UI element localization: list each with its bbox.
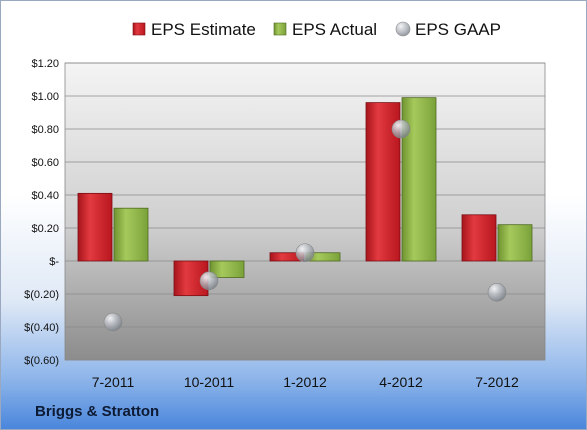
legend-eps-gaap-swatch (395, 21, 411, 37)
marker-eps-gaap (199, 271, 219, 291)
legend-eps-estimate-swatch (132, 22, 146, 36)
y-tick-label: $(0.60) (24, 355, 59, 367)
x-tick-label: 1-2012 (283, 374, 327, 390)
y-tick-label: $0.80 (31, 124, 59, 136)
legend-eps-actual-swatch (273, 22, 287, 36)
y-axis: $1.20 $1.00 $0.80 $0.60 $0.40 $0.20 $- $(0.20) $… (24, 58, 59, 367)
x-axis: 7-2011 10-2011 1-2012 4-2012 7-2012 (92, 374, 519, 390)
y-tick-label: $0.40 (31, 190, 59, 202)
bars (77, 97, 533, 297)
marker-eps-gaap (103, 312, 123, 332)
marker-eps-gaap (295, 243, 315, 263)
y-tick-label: $(0.20) (24, 289, 59, 301)
legend-eps-actual-label: EPS Actual (292, 20, 377, 39)
y-tick-label: $1.00 (31, 91, 59, 103)
y-tick-label: $0.20 (31, 223, 59, 235)
x-tick-label: 7-2012 (475, 374, 519, 390)
bar-eps-estimate (77, 192, 113, 262)
gaap-markers (103, 119, 507, 332)
y-tick-label: $0.60 (31, 157, 59, 169)
y-tick-label: $- (49, 256, 59, 268)
legend-eps-gaap-label: EPS GAAP (415, 20, 501, 39)
x-tick-label: 7-2011 (92, 374, 135, 390)
bar-eps-actual (497, 224, 533, 262)
x-tick-label: 10-2011 (184, 374, 235, 390)
legend-eps-estimate-label: EPS Estimate (151, 20, 256, 39)
marker-eps-gaap (487, 283, 507, 302)
y-tick-label: $(0.40) (24, 322, 59, 334)
x-tick-label: 4-2012 (379, 374, 423, 390)
bar-eps-estimate (461, 214, 497, 262)
legend: EPS Estimate EPS Actual EPS GAAP (132, 20, 501, 39)
marker-eps-gaap (391, 119, 411, 139)
y-tick-label: $1.20 (31, 58, 59, 70)
bar-eps-actual (209, 260, 245, 278)
company-label: Briggs & Stratton (35, 403, 160, 420)
bar-eps-actual (113, 207, 149, 262)
